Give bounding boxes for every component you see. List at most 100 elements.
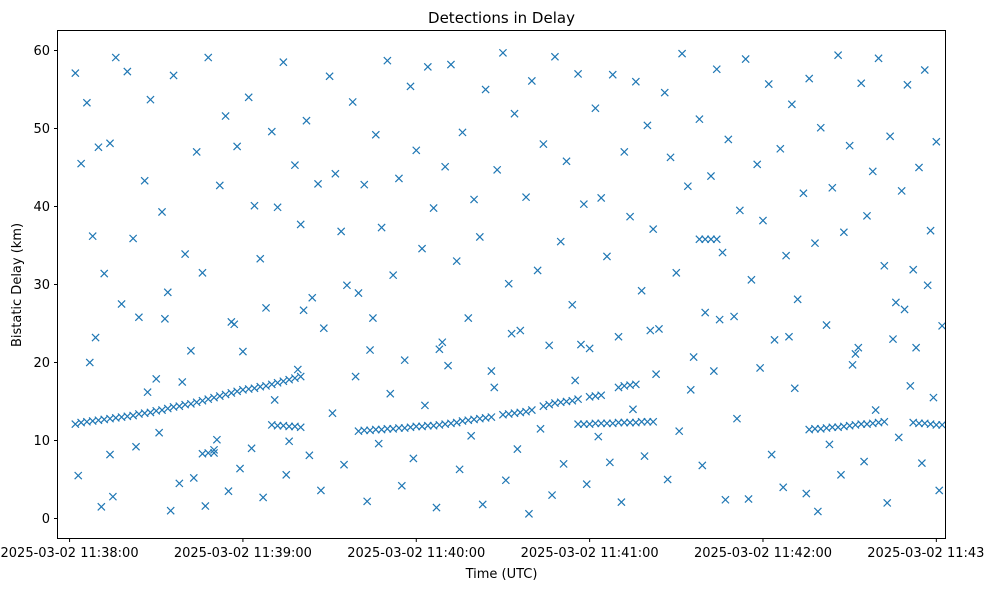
- data-point: [779, 483, 788, 492]
- data-point: [813, 507, 822, 516]
- data-point: [204, 53, 213, 62]
- data-point: [470, 195, 479, 204]
- data-point: [516, 326, 525, 335]
- data-point: [296, 372, 305, 381]
- data-point: [487, 367, 496, 376]
- data-point: [802, 489, 811, 498]
- data-point: [340, 460, 349, 469]
- data-point: [209, 393, 219, 402]
- data-point: [77, 159, 86, 168]
- y-tick-label: 50: [33, 122, 50, 137]
- data-point: [758, 216, 768, 225]
- data-point: [152, 374, 161, 383]
- x-tick-label: 2025-03-02 11:39:00: [174, 546, 312, 561]
- data-point: [487, 413, 496, 422]
- data-point: [637, 417, 646, 426]
- data-point: [371, 425, 380, 434]
- data-point: [836, 470, 846, 479]
- data-point: [337, 227, 346, 236]
- data-point: [233, 387, 242, 396]
- chart-title: Detections in Delay: [428, 9, 575, 27]
- data-point: [643, 417, 652, 426]
- data-point: [293, 365, 302, 374]
- data-point: [932, 137, 941, 146]
- data-point: [571, 376, 580, 385]
- data-point: [452, 418, 461, 427]
- data-point: [134, 313, 143, 322]
- data-point: [267, 127, 276, 136]
- data-point: [82, 98, 91, 107]
- data-point: [556, 237, 565, 246]
- x-tick-label: 2025-03-02 11:38:00: [1, 546, 139, 561]
- data-point: [784, 332, 794, 341]
- data-point: [157, 207, 167, 216]
- data-point: [406, 82, 415, 91]
- data-point: [686, 385, 695, 394]
- data-point: [250, 384, 259, 393]
- data-point: [637, 286, 646, 295]
- data-point: [860, 457, 869, 466]
- data-point: [163, 404, 172, 413]
- data-point: [550, 52, 559, 61]
- data-point: [602, 252, 611, 261]
- data-point: [816, 123, 825, 132]
- data-point: [646, 326, 655, 335]
- data-point: [825, 440, 834, 449]
- data-point: [256, 254, 265, 263]
- data-point: [576, 340, 585, 349]
- data-point: [672, 268, 681, 277]
- data-point: [316, 486, 325, 495]
- data-point: [857, 79, 866, 88]
- data-point: [712, 235, 721, 244]
- data-point: [649, 417, 658, 426]
- data-point: [522, 193, 531, 202]
- data-point: [522, 407, 531, 416]
- data-point: [282, 470, 291, 479]
- data-point: [198, 396, 207, 405]
- data-point: [649, 225, 658, 234]
- data-point: [290, 161, 299, 170]
- data-point: [493, 165, 502, 174]
- data-point: [319, 324, 328, 333]
- data-point: [652, 370, 661, 379]
- data-point: [539, 140, 548, 149]
- data-point: [215, 392, 224, 401]
- data-point: [105, 139, 115, 148]
- data-point: [504, 279, 513, 288]
- data-point: [917, 459, 926, 468]
- data-point: [883, 498, 892, 507]
- data-point: [221, 111, 230, 121]
- data-point: [305, 451, 314, 460]
- data-point: [753, 160, 762, 169]
- data-point: [160, 314, 169, 323]
- data-point: [131, 442, 141, 451]
- data-point: [163, 288, 172, 297]
- data-point: [666, 153, 675, 162]
- data-point: [354, 289, 363, 298]
- data-point: [579, 200, 588, 209]
- data-point: [839, 228, 848, 237]
- data-point: [314, 179, 323, 188]
- data-point: [325, 72, 334, 81]
- data-point: [412, 422, 421, 431]
- x-axis-label: Time (UTC): [465, 567, 538, 582]
- data-point: [192, 398, 201, 407]
- data-point: [446, 60, 455, 69]
- data-point: [175, 402, 184, 411]
- data-point: [452, 257, 461, 266]
- data-point: [730, 312, 739, 321]
- data-point: [397, 481, 406, 490]
- data-point: [215, 181, 224, 190]
- data-point: [724, 135, 733, 144]
- data-point: [259, 493, 268, 502]
- data-point: [209, 448, 219, 458]
- data-point: [683, 182, 692, 191]
- data-point: [140, 176, 149, 185]
- data-point: [88, 232, 97, 241]
- data-point: [285, 375, 294, 384]
- data-point: [389, 271, 398, 280]
- data-point: [770, 335, 779, 344]
- data-point: [574, 395, 583, 404]
- y-tick-label: 20: [33, 356, 50, 371]
